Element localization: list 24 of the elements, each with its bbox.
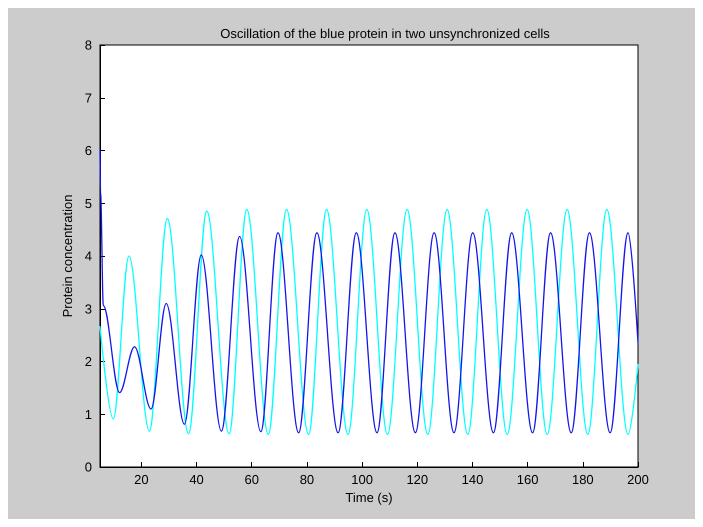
- line-series: [99, 150, 639, 434]
- y-tick-label: 5: [84, 196, 92, 211]
- line-series: [99, 208, 639, 435]
- x-tick-label: 140: [462, 472, 484, 487]
- x-tick-label: 120: [406, 472, 428, 487]
- y-tick-label: 3: [84, 301, 92, 316]
- y-tick-label: 0: [84, 460, 92, 474]
- y-tick-label: 6: [84, 143, 92, 158]
- x-tick-label: 60: [244, 472, 259, 487]
- y-tick-label: 8: [84, 38, 92, 52]
- y-tick-label: 2: [84, 354, 92, 369]
- y-axis-title: Protein concentration: [60, 194, 75, 318]
- y-tick-label: 4: [84, 248, 92, 264]
- y-tick-label: 7: [84, 90, 92, 106]
- x-tick-label: 40: [189, 472, 204, 487]
- x-tick-label: 200: [627, 472, 649, 487]
- x-tick-label: 160: [516, 472, 538, 487]
- x-tick-label: 180: [572, 472, 594, 487]
- x-tick-label: 20: [134, 472, 149, 487]
- y-tick-label: 1: [84, 406, 92, 422]
- chart-title: Oscillation of the blue protein in two unsynchronized cells: [220, 26, 550, 41]
- x-axis-title: Time (s): [345, 490, 393, 505]
- x-tick-label: 100: [351, 472, 373, 487]
- x-tick-label: 80: [300, 472, 314, 487]
